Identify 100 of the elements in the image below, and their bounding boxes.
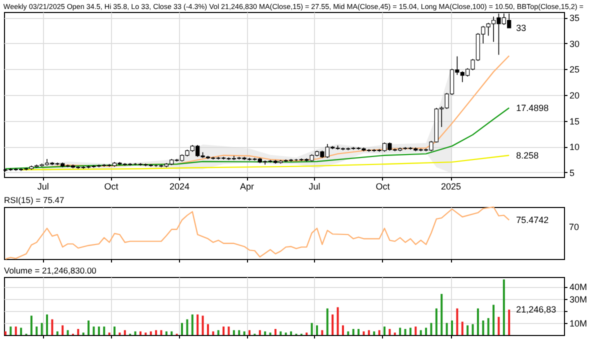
y-tick-label: 15	[570, 116, 580, 126]
bar	[20, 328, 22, 335]
y-tick-label: 35	[570, 13, 580, 24]
bar	[399, 328, 402, 335]
bar	[238, 330, 240, 335]
y-tick-label: 5	[570, 168, 575, 178]
bar	[404, 328, 406, 335]
bar	[368, 330, 370, 335]
bar	[461, 322, 464, 335]
bar	[258, 330, 261, 335]
bar	[378, 330, 380, 335]
bar	[409, 328, 412, 335]
annotation: 33	[516, 22, 526, 33]
bar	[352, 328, 354, 335]
bar	[264, 331, 266, 335]
line-series	[41, 55, 510, 168]
bar	[134, 331, 136, 335]
bar	[290, 331, 292, 335]
bar	[476, 308, 479, 335]
y-tick-label: 25	[570, 64, 580, 75]
bar	[10, 326, 12, 335]
bar	[430, 322, 432, 335]
y-tick-label: 30	[570, 38, 580, 49]
bar	[103, 326, 106, 335]
bar	[196, 314, 199, 335]
bar	[77, 328, 80, 335]
bar	[206, 324, 209, 335]
annotation: 75.4742	[516, 215, 549, 225]
bar	[191, 314, 194, 335]
bar	[66, 330, 69, 335]
y-tick-label: 40M	[570, 282, 588, 292]
bar	[384, 326, 386, 335]
bar	[186, 319, 188, 335]
bar	[228, 326, 230, 335]
x-tick-label: Jul	[37, 182, 49, 192]
bar	[435, 308, 438, 335]
bar	[414, 326, 417, 335]
bar	[420, 330, 422, 335]
line-series	[4, 107, 510, 170]
annotation: 8.258	[516, 150, 539, 161]
bar	[30, 316, 32, 335]
bar	[347, 331, 350, 335]
bar	[508, 310, 510, 335]
bar	[124, 330, 126, 335]
bar	[362, 331, 365, 335]
bar	[358, 328, 360, 335]
bar	[425, 328, 428, 335]
bar	[98, 326, 100, 335]
bar	[502, 279, 505, 335]
bar	[243, 331, 246, 335]
bar	[342, 325, 344, 335]
line-series	[20, 154, 510, 170]
bar	[46, 314, 48, 335]
x-tick-label: Jul	[308, 182, 320, 192]
annotation: 17.4898	[516, 102, 549, 113]
x-tick-label: Oct	[376, 182, 390, 192]
bar	[202, 316, 204, 335]
bar	[472, 324, 474, 335]
bar	[487, 318, 490, 335]
bar	[92, 326, 95, 335]
bar	[222, 326, 225, 335]
bar	[165, 331, 168, 335]
chart-title: Volume = 21,246,830.00	[4, 266, 97, 276]
bar	[160, 330, 162, 335]
bar	[280, 331, 282, 335]
bar	[332, 314, 334, 335]
bar	[498, 316, 500, 335]
bar	[336, 307, 339, 335]
bar	[248, 330, 251, 335]
bar	[310, 322, 313, 335]
bar	[150, 331, 152, 335]
y-tick-label: 10	[570, 142, 580, 152]
bar	[114, 326, 116, 335]
bar	[274, 328, 276, 335]
text: 70	[569, 222, 580, 232]
bar	[36, 326, 38, 335]
x-tick-label: 2024	[170, 182, 190, 192]
bar	[482, 320, 484, 335]
bar	[181, 322, 184, 335]
bar	[217, 330, 220, 335]
bar	[212, 331, 214, 335]
bar	[56, 331, 58, 335]
bar	[139, 331, 142, 335]
bar	[155, 330, 158, 335]
bar	[373, 331, 376, 335]
bar	[62, 325, 64, 335]
bar	[232, 330, 235, 335]
annotation: 21,246,83	[516, 304, 556, 314]
bar	[326, 308, 328, 335]
bar	[451, 320, 453, 335]
bar	[456, 308, 458, 335]
bar	[466, 325, 469, 335]
bar	[14, 326, 17, 335]
x-tick-label: Apr	[240, 182, 254, 192]
x-tick-label: 2025	[441, 182, 462, 192]
x-tick-label: Oct	[104, 182, 119, 192]
y-tick-label: 10M	[570, 318, 588, 328]
bar	[446, 322, 448, 335]
bar	[88, 320, 90, 335]
chart-title: RSI(15) = 75.47	[4, 194, 65, 205]
